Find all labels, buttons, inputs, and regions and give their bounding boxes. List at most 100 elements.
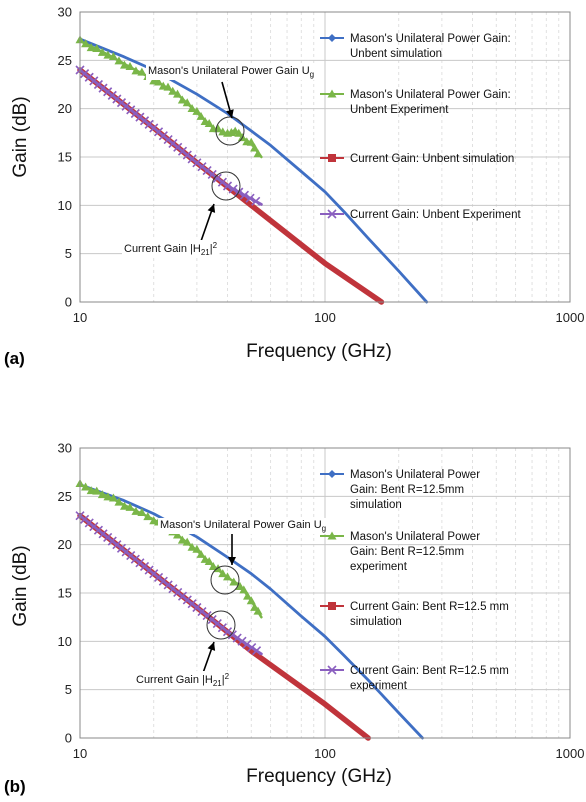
panel-a-grid — [80, 12, 570, 302]
panel-b-annotation-text: Current Gain |H21|2 — [136, 672, 230, 688]
panel-b-x-ticks: 10 100 1000 — [73, 746, 585, 761]
panel-b-series-1 — [75, 479, 263, 619]
panel-a-series-1-point — [163, 82, 173, 91]
panel-b-series-1-point — [103, 492, 113, 501]
panel-a-series-1-point — [250, 143, 260, 152]
panel-a-x-tick-label: 100 — [314, 310, 336, 325]
panel-b-series-1-point — [192, 544, 202, 553]
panel-b-annotation-circle — [210, 565, 240, 595]
panel-a-label: (a) — [4, 349, 25, 368]
panel-b-series-3-point — [247, 642, 257, 653]
panel-b-series-1-point — [81, 482, 91, 491]
panel-b-legend-item-1: Mason's Unilateral Power Gain: Bent R=12.… — [320, 531, 480, 573]
panel-b-series-1-point — [119, 501, 129, 510]
panel-a-series-1-point — [125, 62, 135, 70]
panel-b-series-1-point — [223, 572, 233, 581]
panel-b-series-1-point — [218, 569, 228, 578]
panel-a-series-1-point — [119, 60, 129, 69]
panel-b-series-1-point — [239, 585, 249, 594]
panel-a-legend-label: Mason's Unilateral Power Gain: Unbent sim… — [350, 33, 511, 60]
panel-b-series-1-point — [114, 497, 124, 506]
panel-a-legend-marker — [328, 154, 336, 162]
panel-a-y-tick-label: 5 — [65, 246, 72, 261]
panel-a-series-1-point — [253, 149, 263, 158]
panel-b-y-tick-label: 25 — [58, 489, 72, 504]
panel-a-series-3-point — [222, 181, 233, 191]
panel-b-series-1-point — [177, 535, 187, 544]
panel-a-series-3-point — [217, 177, 227, 187]
panel-b-annotation-circle — [206, 610, 236, 640]
panel-b-annotation-1: Current Gain |H21|2 — [134, 610, 236, 689]
panel-a-annotations: Mason's Unilateral Power Gain Ug Current … — [122, 64, 317, 258]
panel-b-series-1-point — [92, 486, 102, 495]
panel-b-series-1-point — [204, 556, 214, 565]
panel-b-grid — [80, 448, 570, 738]
panel-b-series-3-point — [251, 646, 262, 656]
panel-b-series-1-point — [125, 502, 135, 511]
panel-a-x-axis-label: Frequency (GHz) — [246, 341, 392, 362]
panel-b-legend-label: Mason's Unilateral Power Gain: Bent R=12.… — [350, 469, 480, 511]
panel-b-series-1-point — [86, 486, 96, 495]
panel-b-legend-marker — [327, 531, 337, 540]
panel-a-annotation-circle — [215, 116, 245, 146]
panel-a-series-3-point — [197, 162, 207, 172]
panel-a-annotation-text: Mason's Unilateral Power Gain Ug — [148, 65, 314, 79]
panel-a-legend-label: Mason's Unilateral Power Gain: Unbent Exp… — [350, 89, 511, 116]
panel-a-series-3-point — [239, 190, 250, 200]
panel-a-series-1-point — [154, 77, 164, 86]
panel-b-y-ticks: 0 5 10 15 20 25 30 — [58, 441, 72, 746]
panel-b-y-tick-label: 30 — [58, 441, 72, 456]
panel-a-series-1-point — [103, 50, 113, 59]
panel-a-y-tick-label: 0 — [65, 295, 72, 310]
panel-a-series-1-point — [177, 95, 187, 104]
panel-a-series-3-point — [245, 193, 255, 203]
panel-a-x-tick-label: 10 — [73, 310, 87, 325]
panel-b-legend-marker — [328, 602, 336, 610]
panel-b-y-tick-label: 10 — [58, 634, 72, 649]
panel-a-series-1-point — [172, 89, 182, 98]
panel-a-legend-label: Current Gain: Unbent Experiment — [350, 209, 521, 221]
panel-b-annotation-arrowhead — [207, 642, 216, 651]
panel-b-legend-marker — [328, 470, 336, 478]
panel-a-legend: Mason's Unilateral Power Gain: Unbent sim… — [320, 33, 521, 221]
panel-a-series-1-point — [131, 66, 141, 75]
panel-a-series-1-point — [114, 56, 124, 65]
panel-b-series-1-point — [253, 606, 263, 615]
panel-b-series-1-point — [108, 493, 118, 502]
panel-a-x-tick-label: 1000 — [556, 310, 585, 325]
panel-b-series-3-point — [237, 636, 247, 646]
panel-b-legend-label: Mason's Unilateral Power Gain: Bent R=12.… — [350, 531, 480, 573]
panel-b-annotation-text: Mason's Unilateral Power Gain Ug — [160, 519, 326, 533]
panel-a-plot-frame — [79, 11, 571, 303]
panel-a-series-1-point — [86, 43, 96, 52]
panel-a-series-1-point — [97, 47, 107, 56]
panel-a-legend-item-2: Current Gain: Unbent simulation — [320, 153, 514, 165]
panel-b-legend-label: Current Gain: Bent R=12.5 mm experiment — [350, 665, 509, 692]
panel-b-legend-marker — [327, 665, 337, 675]
panel-b-y-tick-label: 5 — [65, 682, 72, 697]
panel-a-series-1-point — [204, 119, 214, 128]
panel-b-y-axis-label: Gain (dB) — [10, 545, 31, 626]
panel-a-y-tick-label: 25 — [58, 53, 72, 68]
panel-b-series-1-point — [97, 490, 107, 499]
panel-b-legend-item-0: Mason's Unilateral Power Gain: Bent R=12.… — [320, 469, 480, 511]
panel-b-series-1-point — [143, 512, 153, 521]
panel-a-series-3-point — [228, 184, 238, 194]
panel-b-annotations: Mason's Unilateral Power Gain Ug Current … — [134, 518, 329, 689]
panel-a-legend-marker — [327, 89, 337, 98]
panel-a-series-3-point — [212, 173, 222, 183]
panel-a-series-1-point — [168, 86, 178, 95]
panel-a-y-axis-label: Gain (dB) — [10, 96, 31, 177]
panel-b-series-1-point — [196, 549, 206, 558]
panel-a-annotation-arrowhead — [226, 109, 234, 118]
panel-b-series-0-line — [78, 483, 424, 740]
panel-b: 0 5 10 15 20 25 30 10 100 1000 Gain (dB) Frequen… — [4, 441, 584, 797]
panel-a-annotation-circle — [211, 171, 241, 201]
panel-a: 0 5 10 15 20 25 30 10 100 1000 Gain (dB) Frequen… — [4, 5, 584, 369]
panel-b-series-1-point — [131, 506, 141, 515]
panel-b-legend-item-2: Current Gain: Bent R=12.5 mm simulation — [320, 601, 509, 628]
panel-b-series-1-point — [229, 577, 239, 586]
panel-a-annotation-arrowhead — [207, 204, 216, 213]
panel-b-annotation-arrowhead — [228, 557, 236, 565]
